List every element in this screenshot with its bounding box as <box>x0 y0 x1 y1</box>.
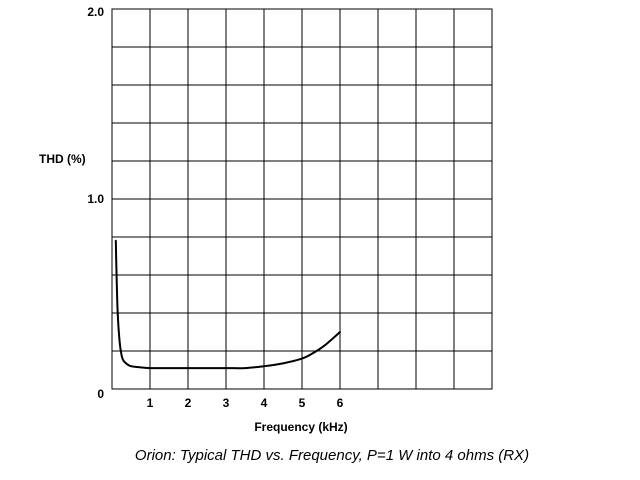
grid-lines <box>112 9 492 389</box>
chart-caption: Orion: Typical THD vs. Frequency, P=1 W … <box>135 447 529 464</box>
x-tick-label: 3 <box>223 396 230 410</box>
y-tick-label: 0 <box>97 387 104 401</box>
y-axis-label: THD (%) <box>39 152 86 166</box>
thd-series-line <box>114 239 341 370</box>
y-tick-labels: 0 1.0 2.0 <box>87 5 104 401</box>
x-tick-label: 2 <box>185 396 192 410</box>
x-tick-label: 4 <box>261 396 268 410</box>
y-tick-label: 2.0 <box>87 5 104 19</box>
plot-frame <box>111 8 493 390</box>
x-axis-label: Frequency (kHz) <box>254 420 347 434</box>
x-tick-labels: 1 2 3 4 5 6 <box>147 396 344 410</box>
x-tick-label: 1 <box>147 396 154 410</box>
y-tick-label: 1.0 <box>87 192 104 206</box>
x-tick-label: 6 <box>337 396 344 410</box>
x-tick-label: 5 <box>299 396 306 410</box>
series-group <box>114 239 341 370</box>
